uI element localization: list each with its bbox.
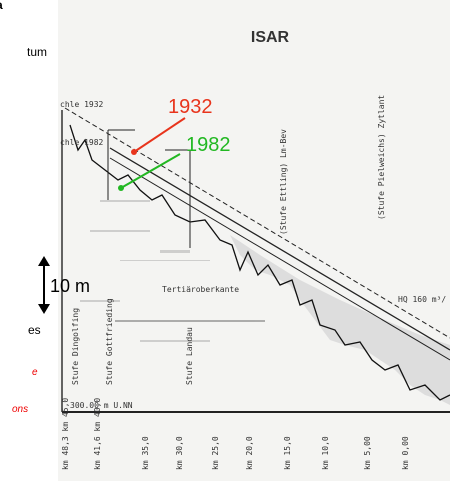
scan-label: chle 1982: [60, 138, 104, 147]
km-label: km 5,00: [363, 436, 372, 470]
side-note: ons: [12, 404, 28, 415]
km-label: km 0,00: [401, 436, 410, 470]
label-1932: 1932: [168, 96, 213, 118]
stage-label: (Stufe Pielweichs) Zytlant: [377, 95, 386, 220]
arrow-head: [38, 256, 50, 266]
pointer-1932: [133, 117, 186, 153]
title: ISAR: [251, 29, 290, 46]
stage-label: (Stufe Ettling) Lm-Bev: [279, 129, 288, 235]
riverbed-1982: [69, 124, 450, 401]
side-note: e: [32, 367, 38, 378]
km-label: km 30,0: [175, 436, 184, 470]
scan-label: Tertiäroberkante: [162, 285, 239, 294]
side-text: tum: [27, 45, 47, 59]
stage-label: Stufe Dingolfing: [71, 308, 80, 385]
km-label: km 35,0: [141, 436, 150, 470]
scan-background: [58, 0, 450, 481]
km-label: km 10,0: [321, 436, 330, 470]
km-labels: km 48,3 km 45,0 km 41,6 km 40,0 km 35,0 km …: [61, 398, 410, 470]
water-line: [109, 147, 450, 351]
pointer-dot: [131, 149, 137, 155]
pointer-1982: [120, 153, 181, 189]
scale-label: 10 m: [50, 276, 90, 296]
arrow-head: [38, 304, 50, 314]
scan-noise: [80, 200, 265, 342]
side-text: es: [28, 323, 41, 337]
km-label: km 41,6 km 40,0: [93, 398, 102, 470]
scan-label: chle 1932: [60, 100, 104, 109]
km-label: km 20,0: [245, 436, 254, 470]
km-label: km 48,3 km 45,0: [61, 398, 70, 470]
stage-label: Stufe Landau: [185, 327, 194, 385]
side-text: a: [0, 0, 3, 12]
sediment-area: [230, 235, 450, 405]
stage-label: Stufe Gottfrieding: [105, 298, 114, 385]
scan-label: HQ 160 m³/: [398, 295, 446, 304]
pointer-dot: [118, 185, 124, 191]
profile-1932: [64, 107, 450, 339]
km-label: km 25,0: [211, 436, 220, 470]
label-1982: 1982: [186, 134, 231, 156]
profile-line: [109, 157, 450, 361]
km-label: km 15,0: [283, 436, 292, 470]
datum-label: 300.00 m U.NN: [70, 401, 133, 410]
